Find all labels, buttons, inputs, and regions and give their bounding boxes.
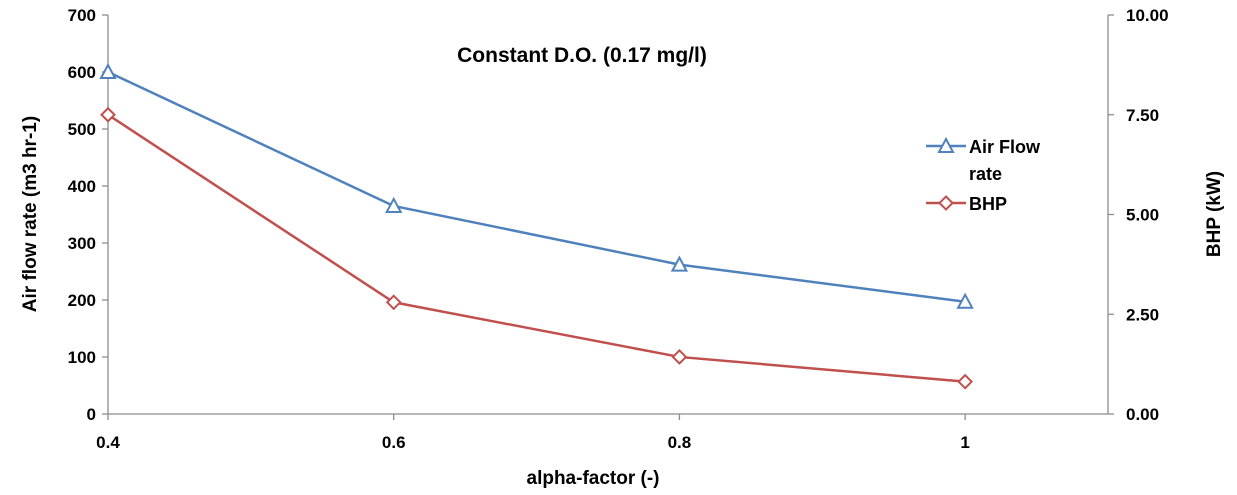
y2-tick-label: 0.00 xyxy=(1126,405,1159,424)
x-tick-label: 0.4 xyxy=(96,433,120,452)
data-point xyxy=(670,255,689,272)
y-tick-label: 100 xyxy=(68,348,96,367)
y-tick-label: 300 xyxy=(68,234,96,253)
series-layer xyxy=(99,62,974,390)
x-tick-label: 0.8 xyxy=(668,433,692,452)
legend-item: BHP xyxy=(926,194,1007,214)
axes xyxy=(102,14,1114,420)
legend-marker xyxy=(938,195,954,211)
series-1 xyxy=(99,62,974,309)
data-point xyxy=(956,292,974,309)
x-tick-label: 1 xyxy=(960,433,969,452)
y-tick-label: 700 xyxy=(68,6,96,25)
y-tick-label: 200 xyxy=(68,291,96,310)
legend: Air Flow rate BHP xyxy=(926,136,1041,214)
y-axis-title: Air flow rate (m3 hr-1) xyxy=(20,116,41,312)
legend-item: Air Flow rate xyxy=(926,136,1041,184)
legend-label: rate xyxy=(969,164,1002,184)
y-tick-label: 0 xyxy=(87,405,96,424)
data-point xyxy=(385,196,403,213)
chart-title: Constant D.O. (0.17 mg/l) xyxy=(457,44,707,67)
y2-tick-label: 10.00 xyxy=(1126,6,1169,25)
y2-axis-title: BHP (kW) xyxy=(1204,171,1225,257)
tick-labels: 01002003004005006007000.002.505.007.5010… xyxy=(68,6,1169,452)
data-point xyxy=(100,106,116,123)
series-2 xyxy=(100,106,974,390)
data-point xyxy=(385,294,402,311)
y2-tick-label: 2.50 xyxy=(1126,305,1159,324)
legend-label: Air Flow xyxy=(969,137,1041,157)
data-point xyxy=(99,62,117,79)
data-point xyxy=(957,373,974,390)
y2-tick-label: 7.50 xyxy=(1126,106,1159,125)
y2-tick-label: 5.00 xyxy=(1126,206,1159,225)
y-tick-label: 500 xyxy=(68,120,96,139)
y-tick-label: 600 xyxy=(68,63,96,82)
y-tick-label: 400 xyxy=(68,177,96,196)
series-line xyxy=(107,70,966,303)
x-tick-label: 0.6 xyxy=(382,433,406,452)
x-axis-title: alpha-factor (-) xyxy=(527,468,660,489)
legend-marker xyxy=(937,136,955,153)
data-point xyxy=(671,349,688,365)
legend-label: BHP xyxy=(969,194,1007,214)
series-line xyxy=(107,113,966,383)
